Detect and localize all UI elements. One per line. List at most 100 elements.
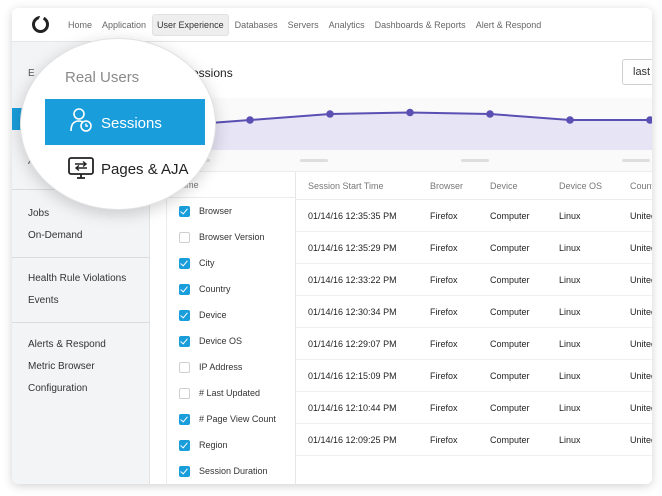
sidebar-item-health-rule-violations[interactable]: Health Rule Violations: [28, 273, 127, 284]
top-navigation: Home Application User Experience Databases S…: [12, 8, 652, 42]
column-header[interactable]: Session Start Time: [308, 180, 384, 191]
column-option[interactable]: # Page View Count: [167, 406, 295, 432]
nav-item-sessions[interactable]: [45, 99, 205, 145]
app-logo-icon[interactable]: [32, 16, 49, 33]
nav-item-analytics[interactable]: Analytics: [328, 20, 365, 30]
chart-point[interactable]: [646, 116, 652, 124]
column-option-label: Device OS: [199, 336, 243, 346]
column-option-label: Device: [199, 310, 227, 320]
sidebar-item-events[interactable]: Events: [28, 295, 59, 306]
table-row[interactable]: 01/14/16 12:09:25 PM Firefox Computer Linux…: [296, 424, 652, 456]
sidebar-item-configuration[interactable]: Configuration: [28, 383, 88, 394]
nav-item-sessions-label: Sessions: [101, 115, 162, 132]
nav-item-databases[interactable]: Databases: [234, 20, 278, 30]
table-cell: United States: [630, 402, 652, 413]
nav-item-pages-ajax-label[interactable]: Pages & AJA: [101, 161, 189, 178]
sidebar-group-events: Health Rule Violations Events: [12, 268, 150, 312]
column-option[interactable]: Device OS: [167, 328, 295, 354]
chart-point[interactable]: [406, 108, 414, 117]
checkbox[interactable]: [179, 283, 190, 295]
checkbox[interactable]: [179, 465, 190, 477]
table-cell: 01/14/16 12:10:44 PM: [308, 402, 397, 413]
table-cell: Computer: [490, 402, 530, 413]
chart-point[interactable]: [326, 110, 334, 118]
table-body: 01/14/16 12:35:35 PM Firefox Computer Linux…: [296, 200, 652, 456]
column-option-label: Country: [199, 284, 231, 294]
column-header[interactable]: Country: [630, 180, 652, 191]
column-option[interactable]: Country: [167, 276, 295, 302]
table-cell: United States: [630, 434, 652, 445]
table-row[interactable]: 01/14/16 12:15:09 PM Firefox Computer Linux…: [296, 360, 652, 392]
column-option[interactable]: Browser Version: [167, 224, 295, 250]
monitor-swap-icon: [68, 157, 94, 179]
checkbox[interactable]: [179, 231, 190, 243]
table-row[interactable]: 01/14/16 12:35:29 PM Firefox Computer Linux…: [296, 232, 652, 264]
nav-item-user-experience[interactable]: User Experience: [152, 14, 229, 36]
checkbox[interactable]: [179, 387, 190, 399]
table-row[interactable]: 01/14/16 12:29:07 PM Firefox Computer Linux…: [296, 328, 652, 360]
table-cell: United States: [630, 306, 652, 317]
table-cell: Linux: [559, 274, 581, 285]
sidebar-item-on-demand[interactable]: On-Demand: [28, 230, 83, 241]
table-row[interactable]: 01/14/16 12:30:34 PM Firefox Computer Linux…: [296, 296, 652, 328]
nav-item-application[interactable]: Application: [102, 20, 147, 30]
table-cell: Firefox: [430, 402, 458, 413]
magnifier-lens: Real Users Sessions Pages & AJA: [20, 38, 216, 210]
table-cell: Linux: [559, 242, 581, 253]
sessions-table: Session Start Time Browser Device Device OS…: [296, 172, 652, 484]
sidebar-item-metric-browser[interactable]: Metric Browser: [28, 361, 95, 372]
time-range-selector[interactable]: last: [622, 59, 652, 85]
nav-item-dashboards-reports[interactable]: Dashboards & Reports: [374, 20, 466, 30]
column-option[interactable]: City: [167, 250, 295, 276]
chart-axis-tick-placeholder: [300, 159, 328, 162]
table-row[interactable]: 01/14/16 12:35:35 PM Firefox Computer Linux…: [296, 200, 652, 232]
column-option[interactable]: # Last Updated: [167, 380, 295, 406]
sidebar-item-jobs[interactable]: Jobs: [28, 208, 50, 219]
table-cell: 01/14/16 12:30:34 PM: [308, 306, 397, 317]
table-cell: Computer: [490, 242, 530, 253]
sidebar-item-alerts-respond[interactable]: Alerts & Respond: [28, 339, 106, 350]
chart-point[interactable]: [486, 110, 494, 118]
sidebar-item-partial[interactable]: E: [28, 68, 35, 79]
app-window: Home Application User Experience Databases S…: [12, 8, 652, 484]
checkbox[interactable]: [179, 439, 190, 451]
column-option[interactable]: Session Duration: [167, 458, 295, 484]
column-option-label: Browser Version: [199, 232, 265, 242]
column-option[interactable]: IP Address: [167, 354, 295, 380]
table-cell: United States: [630, 210, 652, 221]
table-cell: Firefox: [430, 274, 458, 285]
table-cell: Firefox: [430, 210, 458, 221]
chart-point[interactable]: [566, 116, 574, 124]
sidebar-divider: [12, 257, 150, 258]
chart-area-fill: [170, 112, 652, 150]
sidebar-group-jobs: Jobs On-Demand: [12, 203, 150, 247]
column-option-list: Browser Browser Version City Country Device D…: [167, 198, 295, 484]
sidebar-divider: [12, 322, 150, 323]
checkbox[interactable]: [179, 309, 190, 321]
table-row[interactable]: 01/14/16 12:33:22 PM Firefox Computer Linux…: [296, 264, 652, 296]
table-cell: United States: [630, 338, 652, 349]
column-header[interactable]: Device OS: [559, 180, 603, 191]
table-cell: Linux: [559, 370, 581, 381]
column-option-label: IP Address: [199, 362, 243, 372]
chart-point[interactable]: [246, 116, 254, 124]
checkbox[interactable]: [179, 361, 190, 373]
table-cell: Computer: [490, 210, 530, 221]
checkbox[interactable]: [179, 413, 190, 425]
column-chooser: Time Browser Browser Version City Country De…: [166, 172, 296, 484]
column-header[interactable]: Device: [490, 180, 518, 191]
column-option[interactable]: Device: [167, 302, 295, 328]
column-header[interactable]: Browser: [430, 180, 464, 191]
table-cell: Linux: [559, 306, 581, 317]
checkbox[interactable]: [179, 257, 190, 269]
column-option[interactable]: Browser: [167, 198, 295, 224]
nav-item-alert-respond[interactable]: Alert & Respond: [475, 20, 542, 30]
checkbox[interactable]: [179, 335, 190, 347]
column-option[interactable]: Region: [167, 432, 295, 458]
nav-item-home[interactable]: Home: [68, 20, 93, 30]
table-row[interactable]: 01/14/16 12:10:44 PM Firefox Computer Linux…: [296, 392, 652, 424]
table-cell: Linux: [559, 210, 581, 221]
checkbox[interactable]: [179, 205, 190, 217]
column-option-label: # Last Updated: [199, 388, 261, 398]
nav-item-servers[interactable]: Servers: [287, 20, 319, 30]
